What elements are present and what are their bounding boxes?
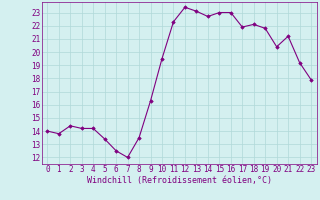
X-axis label: Windchill (Refroidissement éolien,°C): Windchill (Refroidissement éolien,°C)	[87, 176, 272, 185]
